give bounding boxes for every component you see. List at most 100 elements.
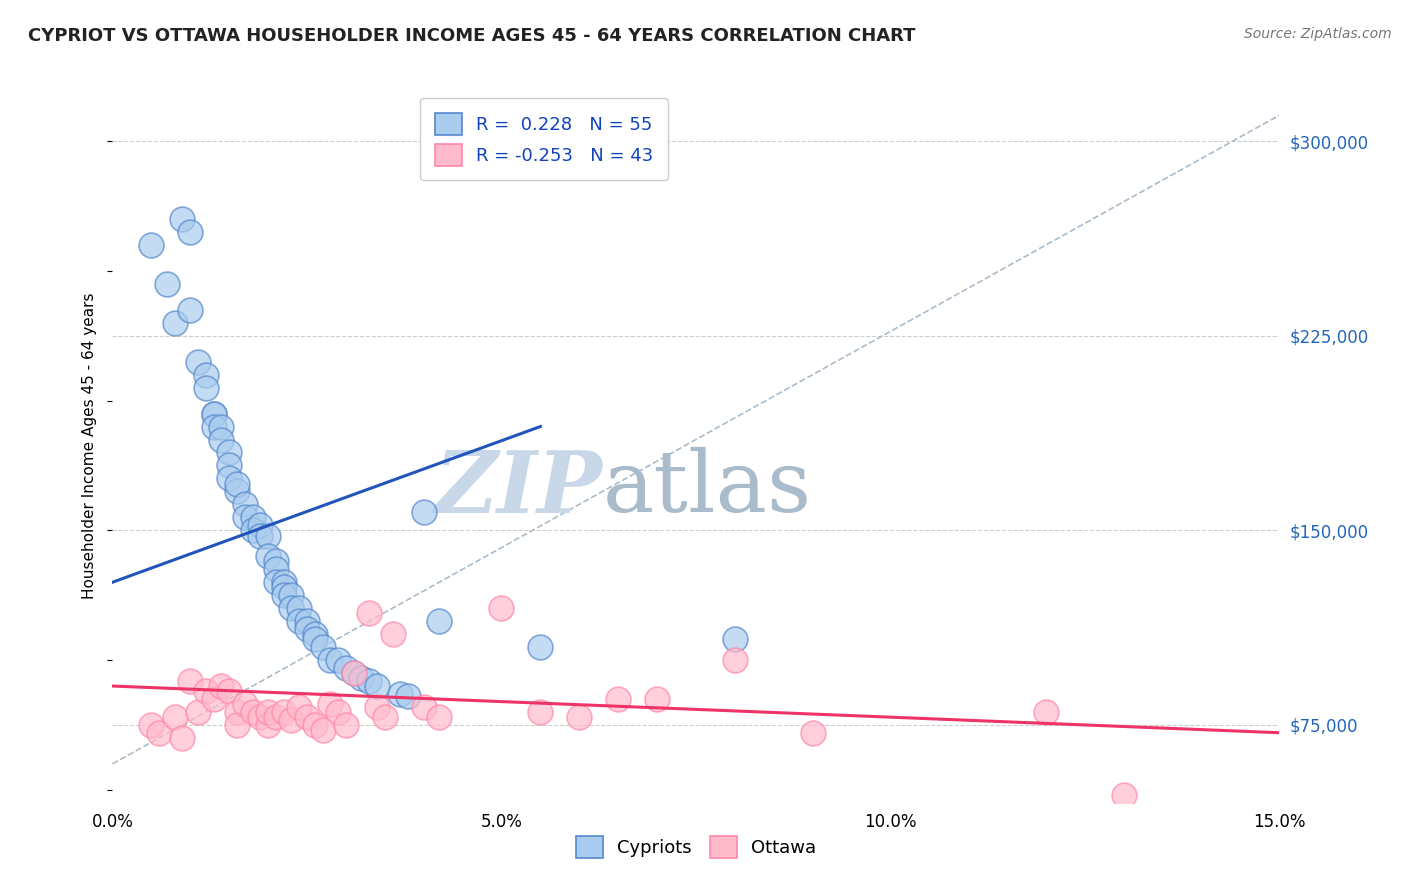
Point xyxy=(724,653,747,667)
Point xyxy=(326,653,349,667)
Point xyxy=(257,549,280,564)
Point xyxy=(264,562,287,576)
Point xyxy=(319,653,342,667)
Point xyxy=(304,718,326,732)
Point xyxy=(396,690,419,704)
Point xyxy=(311,640,333,654)
Point xyxy=(209,433,232,447)
Point xyxy=(233,697,256,711)
Point xyxy=(280,601,302,615)
Point xyxy=(264,710,287,724)
Point xyxy=(319,697,342,711)
Point xyxy=(202,692,225,706)
Point xyxy=(249,518,271,533)
Point xyxy=(264,554,287,568)
Point xyxy=(179,302,201,317)
Point xyxy=(801,725,824,739)
Point xyxy=(209,679,232,693)
Point xyxy=(529,640,551,654)
Point xyxy=(359,607,381,621)
Point xyxy=(226,484,249,499)
Point xyxy=(304,627,326,641)
Point xyxy=(343,666,366,681)
Point xyxy=(194,381,217,395)
Point xyxy=(218,471,240,485)
Point xyxy=(412,699,434,714)
Point xyxy=(209,419,232,434)
Point xyxy=(412,505,434,519)
Point xyxy=(335,661,357,675)
Point xyxy=(374,710,396,724)
Point xyxy=(163,316,186,330)
Point xyxy=(295,614,318,628)
Point xyxy=(218,458,240,473)
Point xyxy=(163,710,186,724)
Point xyxy=(257,528,280,542)
Point xyxy=(366,679,388,693)
Point xyxy=(288,601,311,615)
Point xyxy=(645,692,668,706)
Point xyxy=(194,368,217,382)
Point xyxy=(350,671,373,685)
Point xyxy=(257,705,280,719)
Point xyxy=(242,510,264,524)
Point xyxy=(242,524,264,538)
Point xyxy=(179,673,201,688)
Point xyxy=(242,705,264,719)
Point xyxy=(1112,788,1135,802)
Point xyxy=(194,684,217,698)
Point xyxy=(288,614,311,628)
Point xyxy=(389,687,412,701)
Point xyxy=(607,692,630,706)
Point xyxy=(226,705,249,719)
Point xyxy=(249,710,271,724)
Point xyxy=(257,718,280,732)
Y-axis label: Householder Income Ages 45 - 64 years: Householder Income Ages 45 - 64 years xyxy=(82,293,97,599)
Point xyxy=(427,614,450,628)
Point xyxy=(187,354,209,368)
Point xyxy=(343,666,366,681)
Point xyxy=(172,211,194,226)
Point xyxy=(141,238,163,252)
Point xyxy=(568,710,591,724)
Point xyxy=(529,705,551,719)
Point xyxy=(141,718,163,732)
Text: ZIP: ZIP xyxy=(434,447,603,531)
Text: atlas: atlas xyxy=(603,447,811,531)
Point xyxy=(233,497,256,511)
Text: Source: ZipAtlas.com: Source: ZipAtlas.com xyxy=(1244,27,1392,41)
Point xyxy=(156,277,179,291)
Point xyxy=(311,723,333,738)
Point xyxy=(427,710,450,724)
Point xyxy=(202,419,225,434)
Point xyxy=(218,445,240,459)
Legend: Cypriots, Ottawa: Cypriots, Ottawa xyxy=(568,829,824,865)
Point xyxy=(491,601,513,615)
Point xyxy=(335,718,357,732)
Point xyxy=(273,575,295,590)
Point xyxy=(273,588,295,602)
Point xyxy=(264,575,287,590)
Point xyxy=(187,705,209,719)
Point xyxy=(366,699,388,714)
Point xyxy=(381,627,404,641)
Point xyxy=(202,407,225,421)
Point xyxy=(326,705,349,719)
Point xyxy=(288,699,311,714)
Point xyxy=(233,510,256,524)
Point xyxy=(179,225,201,239)
Point xyxy=(226,718,249,732)
Point xyxy=(724,632,747,647)
Point xyxy=(273,705,295,719)
Point xyxy=(148,725,170,739)
Point xyxy=(226,476,249,491)
Point xyxy=(249,528,271,542)
Point xyxy=(295,710,318,724)
Point xyxy=(295,622,318,636)
Point xyxy=(273,581,295,595)
Point xyxy=(280,713,302,727)
Point xyxy=(218,684,240,698)
Point xyxy=(359,673,381,688)
Text: CYPRIOT VS OTTAWA HOUSEHOLDER INCOME AGES 45 - 64 YEARS CORRELATION CHART: CYPRIOT VS OTTAWA HOUSEHOLDER INCOME AGE… xyxy=(28,27,915,45)
Point xyxy=(304,632,326,647)
